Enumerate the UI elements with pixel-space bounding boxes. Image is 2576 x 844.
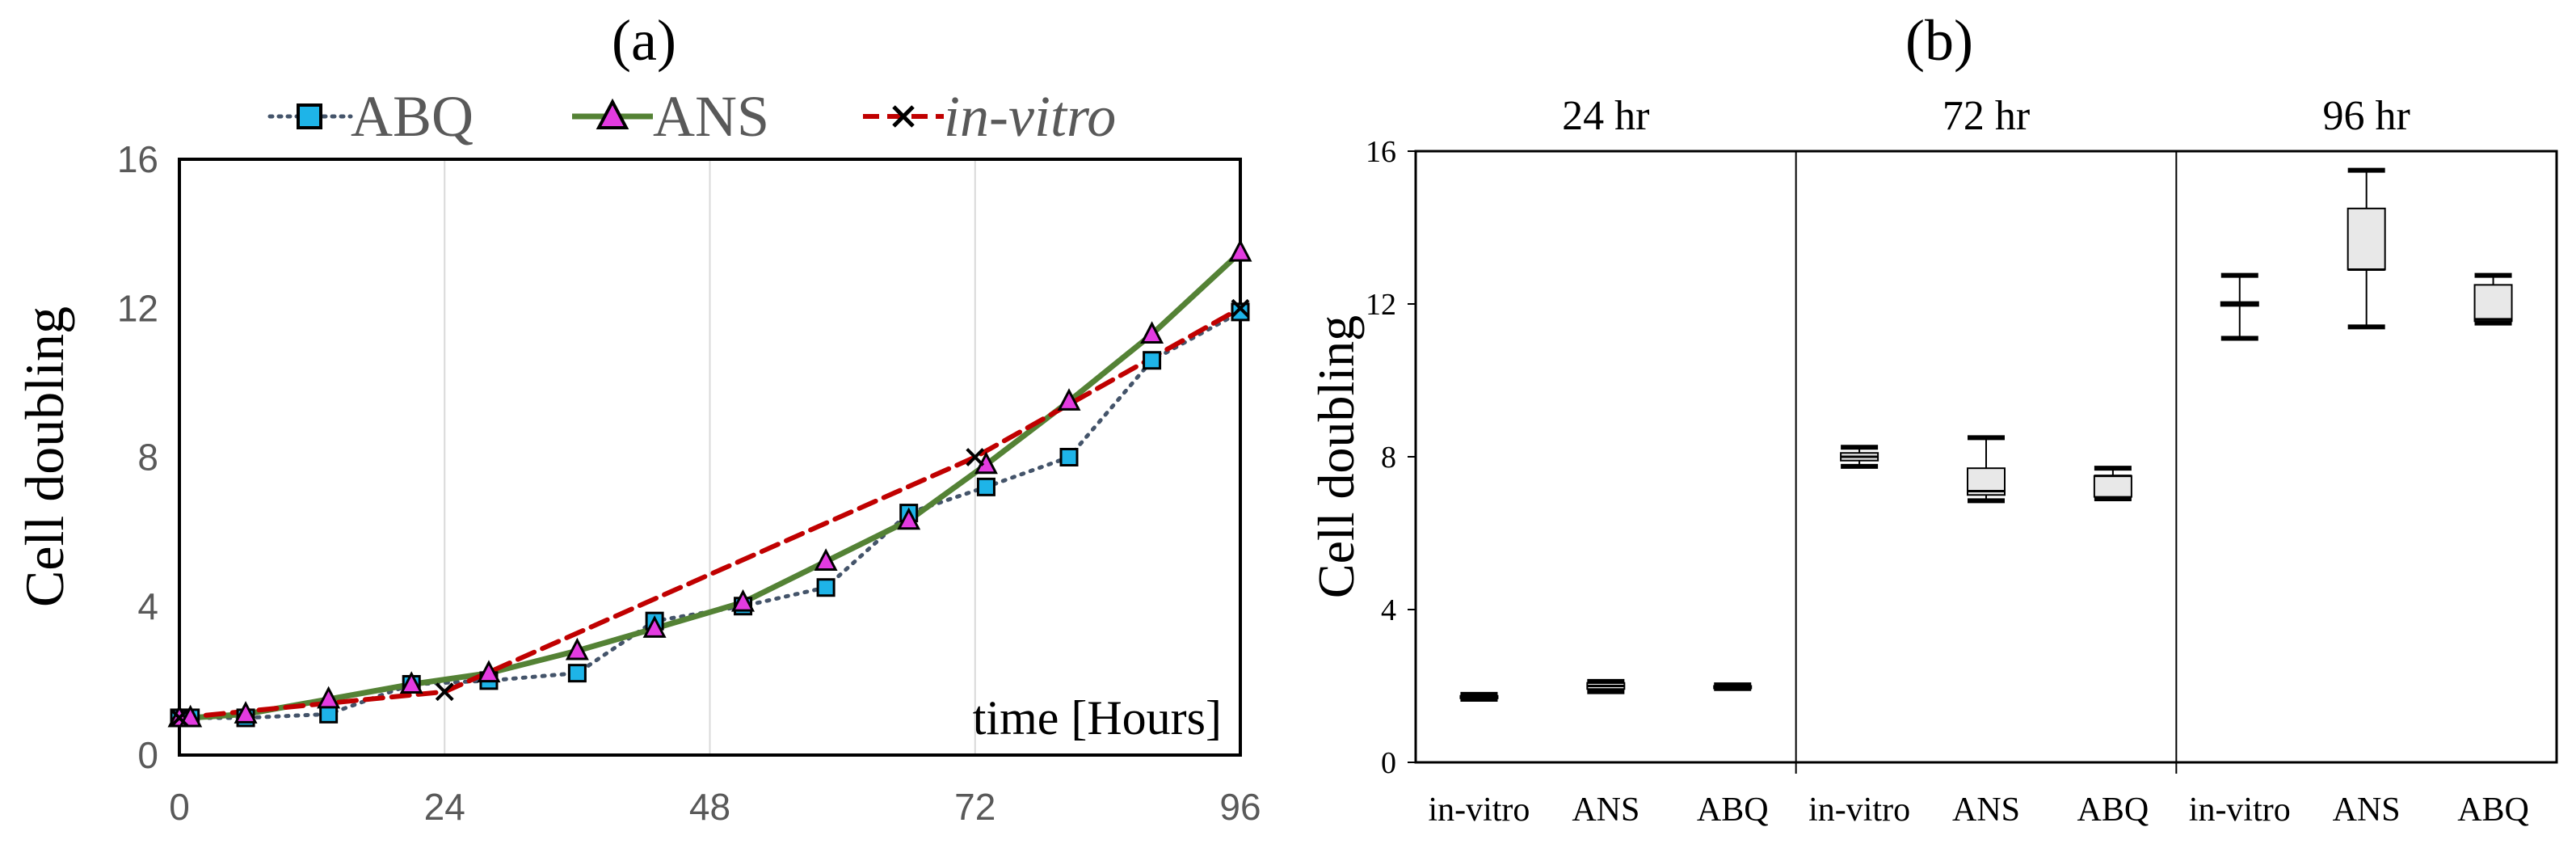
- data-point-in-vitro: [435, 682, 454, 702]
- iqr-box: [2473, 284, 2513, 323]
- legend-ans: ANS: [572, 84, 769, 149]
- box-72hr-ANS: [1967, 435, 2006, 504]
- data-point-ans: [234, 701, 258, 724]
- legend-abq: ABQ: [267, 84, 474, 149]
- data-point-ans: [731, 589, 756, 612]
- box-24hr-in-vitro: [1459, 691, 1499, 703]
- panel-b-boxes: [1459, 167, 2513, 703]
- data-point-ans: [1057, 388, 1081, 411]
- category-label: ANS: [2333, 791, 2401, 829]
- group-title: 96 hr: [2323, 93, 2410, 139]
- data-point-abq: [816, 578, 836, 597]
- panel-a-series: [167, 238, 1252, 728]
- panel-b-label: (b): [1905, 8, 1973, 73]
- data-point-in-vitro: [966, 448, 985, 466]
- legend-invitro: in-vitro: [863, 84, 1116, 149]
- category-label: ABQ: [2077, 791, 2149, 829]
- box-72hr-in-vitro: [1840, 445, 1879, 469]
- panel-a-y-ticks: 0 4 8 12 16: [117, 138, 158, 776]
- legend-invitro-label: in-vitro: [944, 84, 1116, 149]
- panel-a-x-axis-label: time [Hours]: [973, 691, 1222, 745]
- data-point-in-vitro: [1231, 298, 1250, 318]
- panel-a-plot-frame: [178, 158, 1242, 757]
- category-label: ANS: [1572, 791, 1639, 829]
- data-point-in-vitro: [170, 708, 189, 728]
- data-point-ans: [814, 548, 838, 571]
- group-title: 24 hr: [1562, 93, 1649, 139]
- data-point-ans: [642, 615, 667, 638]
- data-point-ans: [317, 686, 341, 709]
- panel-b-box-plot: (b) 24 hr 72 hr 96 hr 0 4 8 12 16 Cell doublin…: [1307, 8, 2558, 829]
- box-24hr-ANS: [1586, 678, 1626, 694]
- data-point-abq: [1143, 351, 1162, 370]
- panel-b-y-axis-label: Cell doubling: [1307, 315, 1365, 598]
- box-24hr-ABQ: [1713, 682, 1753, 691]
- x-tick-label: 72: [954, 786, 995, 828]
- box-96hr-in-vitro: [2220, 272, 2259, 341]
- data-point-abq: [1059, 448, 1079, 466]
- panel-a-x-ticks: 0 24 48 72 96: [169, 786, 1261, 828]
- y-tick-label: 0: [137, 734, 158, 776]
- legend-abq-label: ABQ: [351, 84, 474, 149]
- iqr-box: [2093, 475, 2132, 498]
- y-tick-label: 12: [1366, 288, 1396, 322]
- y-tick-label: 12: [117, 287, 158, 329]
- data-point-ans: [399, 671, 423, 694]
- x-tick-label: 24: [424, 786, 465, 828]
- data-point-ans: [1228, 238, 1252, 262]
- y-tick-label: 4: [137, 585, 158, 627]
- data-point-ans: [565, 637, 589, 660]
- data-point-ans: [477, 660, 501, 683]
- y-tick-label: 0: [1381, 746, 1396, 780]
- panel-b-y-ticks: 0 4 8 12 16: [1366, 135, 1416, 780]
- group-title: 72 hr: [1943, 93, 2030, 139]
- category-label: in-vitro: [2189, 791, 2291, 829]
- category-label: ABQ: [2457, 791, 2529, 829]
- series-line-in-vitro: [177, 306, 1243, 720]
- y-tick-label: 16: [117, 138, 158, 180]
- category-label: in-vitro: [1808, 791, 1910, 829]
- box-96hr-ANS: [2347, 167, 2386, 330]
- data-point-abq: [567, 664, 587, 683]
- data-point-ans: [1140, 321, 1164, 344]
- panel-b-group-separators: [1795, 151, 2178, 774]
- legend-ans-label: ANS: [653, 84, 769, 149]
- box-96hr-ABQ: [2473, 272, 2513, 326]
- x-tick-label: 48: [689, 786, 730, 828]
- category-label: ANS: [1952, 791, 2020, 829]
- data-point-ans: [897, 507, 921, 530]
- y-tick-label: 16: [1366, 135, 1396, 169]
- category-label: ABQ: [1697, 791, 1769, 829]
- data-point-abq: [1231, 302, 1250, 322]
- y-tick-label: 4: [1381, 593, 1396, 627]
- data-point-abq: [976, 477, 995, 496]
- category-label: in-vitro: [1428, 791, 1530, 829]
- y-tick-label: 8: [137, 437, 158, 479]
- y-tick-label: 8: [1381, 441, 1396, 475]
- panel-a-y-axis-label: Cell doubling: [14, 306, 75, 607]
- iqr-box: [2347, 207, 2386, 271]
- panel-b-group-titles: 24 hr 72 hr 96 hr: [1562, 93, 2410, 139]
- panel-a-label: (a): [612, 8, 676, 73]
- panel-b-category-labels: in-vitro ANS ABQ in-vitro ANS ABQ in-vitro ANS A…: [1428, 791, 2528, 829]
- panel-a-legend: ABQ ANS in-vitro: [267, 84, 1116, 149]
- box-72hr-ABQ: [2093, 466, 2132, 501]
- x-tick-label: 0: [169, 786, 190, 828]
- x-tick-label: 96: [1219, 786, 1261, 828]
- data-point-ans: [179, 704, 203, 728]
